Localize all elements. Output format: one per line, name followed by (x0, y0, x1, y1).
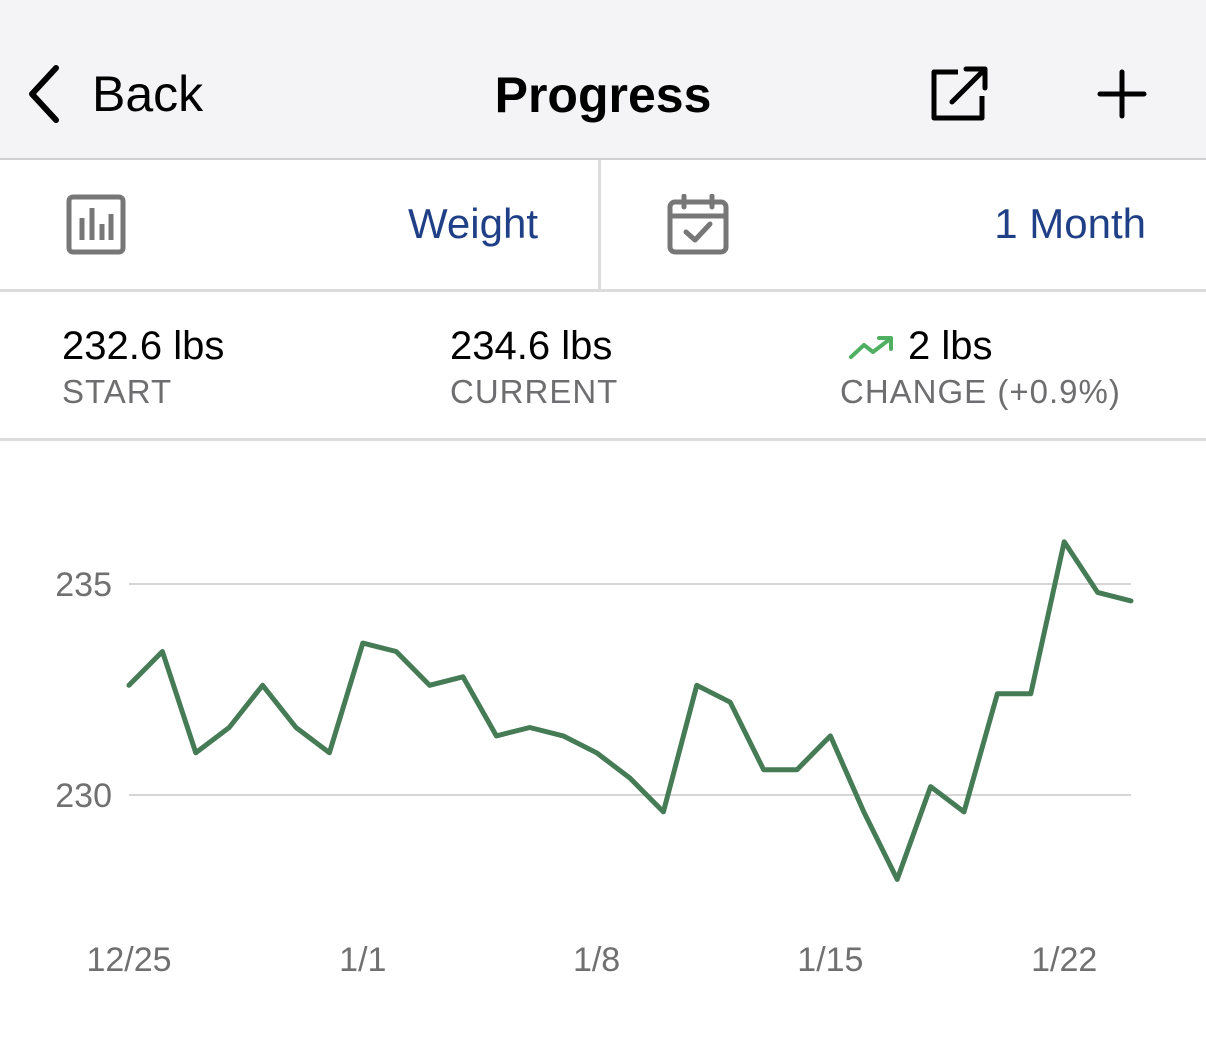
plus-icon[interactable] (1096, 68, 1148, 120)
stats-row: 232.6 lbs START 234.6 lbs CURRENT 2 lbs … (0, 292, 1206, 441)
current-value: 234.6 lbs (450, 324, 613, 368)
x-tick-label: 1/15 (797, 941, 863, 979)
bar-chart-icon (66, 194, 126, 255)
current-label: CURRENT (450, 373, 619, 410)
x-tick-label: 1/1 (339, 941, 386, 979)
change-stat: 2 lbs CHANGE (+0.9%) (840, 322, 1121, 412)
x-tick-label: 1/8 (573, 941, 620, 979)
metric-selector[interactable]: Weight (0, 160, 601, 289)
x-tick-label: 12/25 (86, 941, 171, 979)
share-icon[interactable] (928, 64, 992, 124)
start-stat: 232.6 lbs START (62, 322, 224, 412)
back-label: Back (92, 66, 204, 122)
x-tick-label: 1/22 (1031, 941, 1097, 979)
chevron-left-icon (29, 65, 59, 123)
start-label: START (62, 373, 173, 410)
change-row: 2 lbs (840, 322, 1121, 370)
range-value: 1 Month (994, 200, 1146, 247)
trend-up-icon (849, 336, 893, 360)
start-value: 232.6 lbs (62, 324, 225, 368)
current-stat: 234.6 lbs CURRENT (450, 322, 618, 412)
selector-row: Weight 1 Month (0, 160, 1206, 292)
y-tick-label: 235 (55, 566, 112, 604)
back-button[interactable]: Back (24, 62, 203, 126)
weight-line-chart: 235 230 12/25 1/1 1/8 1/15 1/22 (55, 539, 1134, 979)
range-selector[interactable]: 1 Month (601, 160, 1206, 289)
y-tick-label: 230 (55, 777, 112, 815)
calendar-check-icon (667, 194, 729, 255)
weight-series-line (126, 539, 1134, 882)
metric-value: Weight (408, 200, 538, 247)
nav-bar: Back Progress (0, 0, 1206, 160)
change-label: CHANGE (+0.9%) (840, 373, 1121, 410)
change-value: 2 lbs (908, 324, 993, 368)
